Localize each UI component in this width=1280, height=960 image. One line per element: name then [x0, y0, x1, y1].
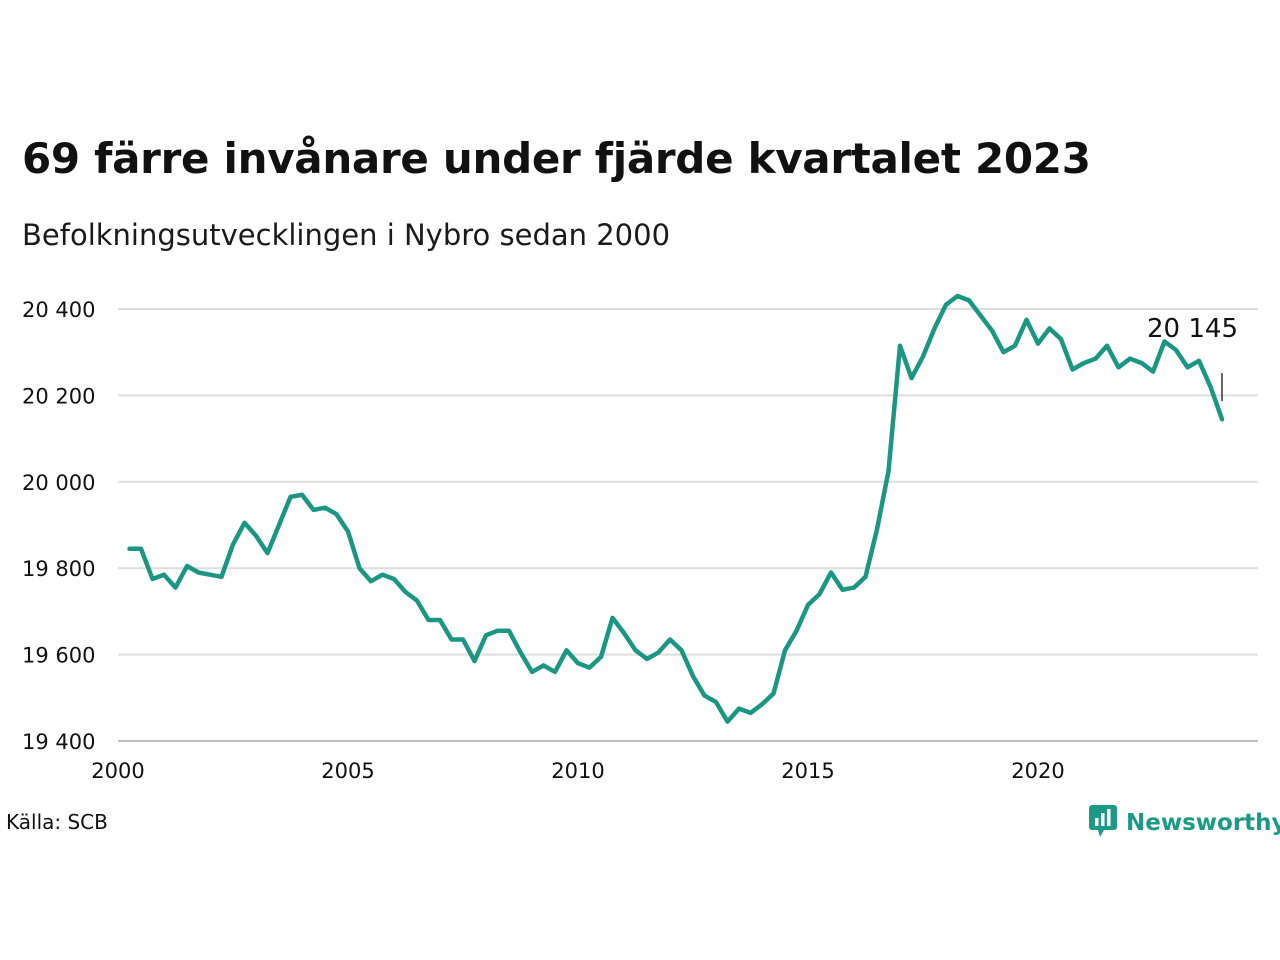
- annotation-label: 20 145: [1147, 314, 1238, 344]
- annotation-layer: 20 145: [1147, 314, 1238, 402]
- y-tick-label: 20 200: [22, 384, 95, 408]
- chart-subtitle: Befolkningsutvecklingen i Nybro sedan 20…: [22, 218, 671, 252]
- series-layer: [127, 293, 1225, 724]
- x-tick-label: 2020: [1011, 759, 1064, 783]
- y-tick-label: 19 400: [22, 730, 95, 754]
- chart-title: 69 färre invånare under fjärde kvartalet…: [22, 134, 1091, 183]
- y-tick-label: 20 000: [22, 471, 95, 495]
- y-tick-label: 19 800: [22, 557, 95, 581]
- x-tick-label: 2005: [321, 759, 374, 783]
- source-label: Källa: SCB: [6, 810, 108, 834]
- x-tick-label: 2015: [781, 759, 834, 783]
- x-tick-label: 2010: [551, 759, 604, 783]
- x-axis-ticks: 2000 2005 2010 2015 2020: [91, 759, 1064, 783]
- brand-logo[interactable]: Newsworthy: [1088, 804, 1280, 842]
- y-tick-label: 20 400: [22, 298, 95, 322]
- grid-lines: [118, 308, 1258, 742]
- series-line: [127, 293, 1225, 724]
- brand-name: Newsworthy: [1126, 810, 1280, 836]
- newsworthy-logo-icon: [1088, 804, 1118, 842]
- x-tick-label: 2000: [91, 759, 144, 783]
- y-tick-label: 19 600: [22, 644, 95, 668]
- y-axis-ticks: 19 400 19 600 19 800 20 000 20 200 20 400: [22, 298, 95, 754]
